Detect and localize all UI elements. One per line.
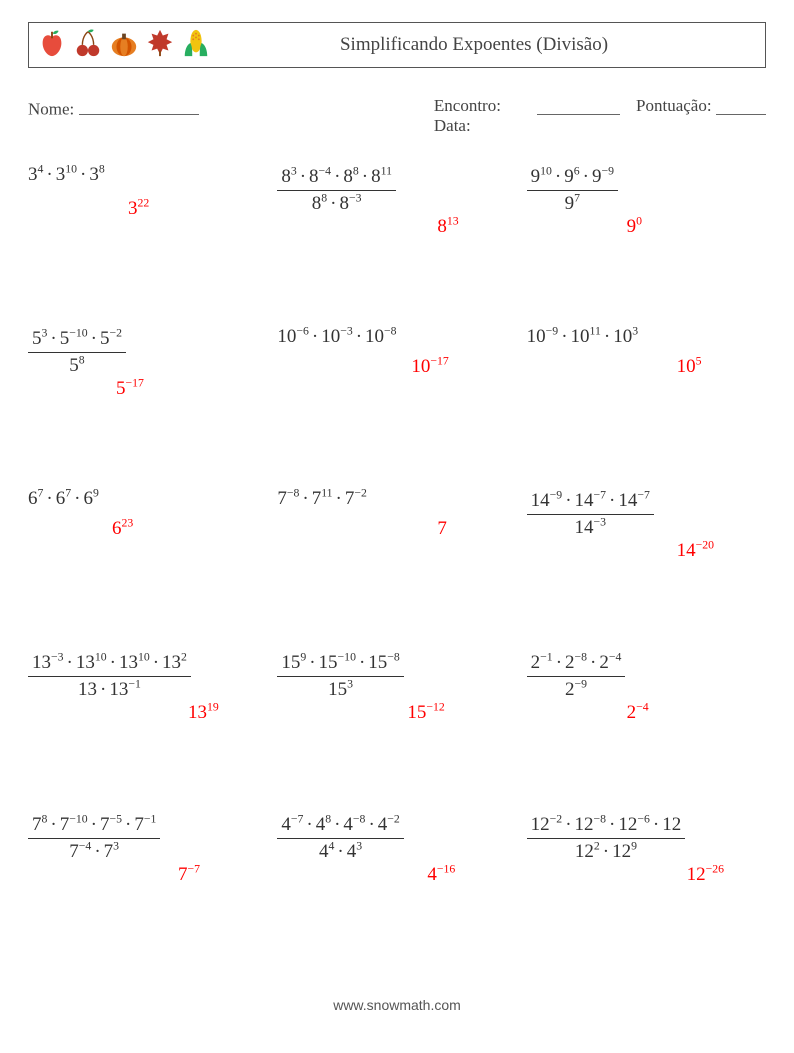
footer-url: www.snowmath.com [0, 997, 794, 1013]
answer: 4−16 [427, 864, 455, 886]
expression: 4−7·48·4−8·4−244·43 [277, 812, 403, 864]
answer: 15−12 [407, 702, 444, 724]
answer: 2−4 [627, 702, 649, 724]
answer: 12−26 [687, 864, 724, 886]
problem-cell: 4−7·48·4−8·4−244·43 4−16 [277, 802, 516, 964]
expression: 10−6·10−3·10−8 [277, 326, 396, 348]
score-blank [716, 96, 766, 115]
expression: 10−9·1011·103 [527, 326, 638, 348]
problem-cell: 7−8·711·7−2 7 [277, 478, 516, 640]
expression: 67·67·69 [28, 488, 99, 510]
meta-fields: Encontro: Data: Pontuação: [434, 96, 766, 136]
problem-cell: 12−2·12−8·12−6·12122·12912−26 [527, 802, 766, 964]
expression: 53·5−10·5−258 [28, 326, 126, 378]
problem-cell: 67·67·69 623 [28, 478, 267, 640]
problem-cell: 910·96·9−997 90 [527, 154, 766, 316]
apple-icon [37, 28, 67, 63]
problem-cell: 13−3·1310·1310·13213·13−11319 [28, 640, 267, 802]
problem-cell: 14−9·14−7·14−714−3 14−20 [527, 478, 766, 640]
expression: 12−2·12−8·12−6·12122·129 [527, 812, 686, 864]
answer: 813 [437, 216, 458, 238]
header-icons [37, 28, 211, 63]
problem-cell: 10−9·1011·103 105 [527, 316, 766, 478]
answer: 105 [677, 356, 702, 378]
answer: 1319 [188, 702, 219, 724]
answer: 623 [112, 518, 133, 540]
expression: 7−8·711·7−2 [277, 488, 367, 510]
answer: 322 [128, 198, 149, 220]
problem-cell: 10−6·10−3·10−8 10−17 [277, 316, 516, 478]
encounter-label: Encontro: Data: [434, 96, 533, 136]
name-field: Nome: [28, 96, 434, 136]
problem-cell: 53·5−10·5−2585−17 [28, 316, 267, 478]
answer: 90 [627, 216, 642, 238]
expression: 83·8−4·88·81188·8−3 [277, 164, 396, 216]
pumpkin-icon [109, 28, 139, 63]
date-blank [537, 96, 620, 115]
worksheet-page: Simplificando Expoentes (Divisão) Nome: … [0, 0, 794, 1053]
answer: 10−17 [411, 356, 448, 378]
answer: 14−20 [677, 540, 714, 562]
problem-cell: 159·15−10·15−815315−12 [277, 640, 516, 802]
maple-leaf-icon [145, 28, 175, 63]
info-row: Nome: Encontro: Data: Pontuação: [28, 96, 766, 136]
header-box: Simplificando Expoentes (Divisão) [28, 22, 766, 68]
problem-cell: 34·310·38 322 [28, 154, 267, 316]
answer: 7 [437, 518, 447, 540]
answer: 7−7 [178, 864, 200, 886]
worksheet-title: Simplificando Expoentes (Divisão) [211, 34, 757, 56]
cherries-icon [73, 28, 103, 63]
expression: 2−1·2−8·2−42−9 [527, 650, 626, 702]
expression: 14−9·14−7·14−714−3 [527, 488, 654, 540]
problem-cell: 2−1·2−8·2−42−92−4 [527, 640, 766, 802]
corn-icon [181, 28, 211, 63]
problem-cell: 83·8−4·88·81188·8−3 813 [277, 154, 516, 316]
expression: 13−3·1310·1310·13213·13−1 [28, 650, 191, 702]
problem-grid: 34·310·38 322 83·8−4·88·81188·8−3 813 910·96… [28, 154, 766, 964]
expression: 78·7−10·7−5·7−17−4·73 [28, 812, 160, 864]
name-blank [79, 96, 199, 115]
answer: 5−17 [116, 378, 144, 400]
score-label: Pontuação: [636, 96, 712, 136]
name-label: Nome: [28, 100, 74, 119]
expression: 34·310·38 [28, 164, 105, 186]
expression: 159·15−10·15−8153 [277, 650, 403, 702]
expression: 910·96·9−997 [527, 164, 618, 216]
problem-cell: 78·7−10·7−5·7−17−4·73 7−7 [28, 802, 267, 964]
